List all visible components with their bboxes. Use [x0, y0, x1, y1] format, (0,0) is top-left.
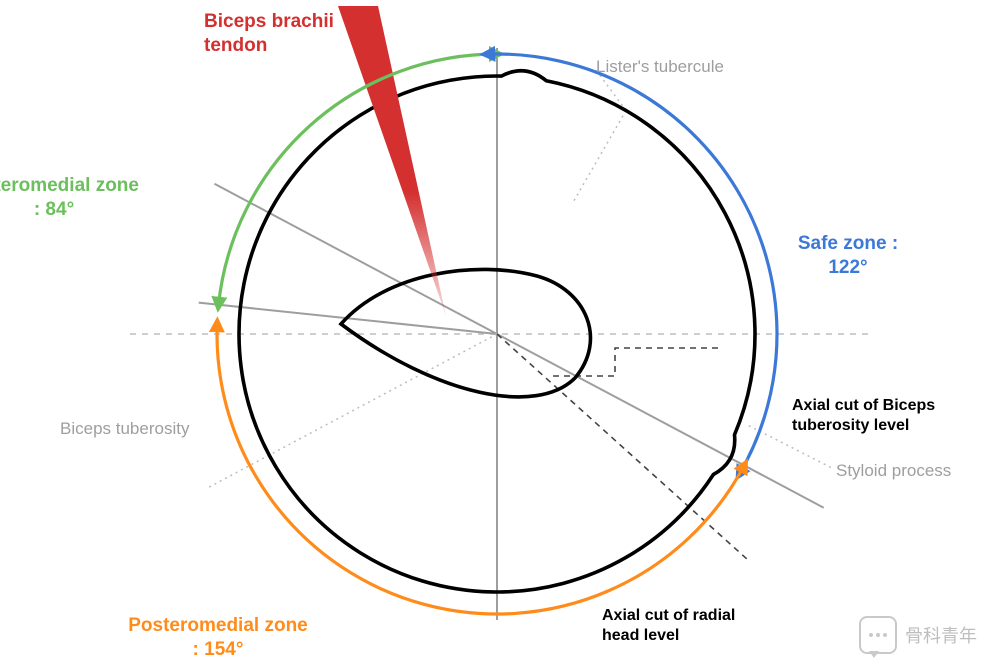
label-biceps-tuberosity: Biceps tuberosity: [60, 418, 189, 439]
watermark-icon: [859, 616, 897, 654]
label-anteromedial: Anteromedial zone : 84°: [0, 174, 174, 222]
watermark-text: 骨科青年: [905, 622, 977, 648]
label-axial-head: Axial cut of radial head level: [602, 606, 735, 646]
label-safe-zone: Safe zone : 122°: [728, 232, 968, 280]
watermark: 骨科青年: [859, 616, 977, 654]
label-lister: Lister's tubercule: [596, 56, 724, 77]
label-biceps-tendon: Biceps brachii tendon: [204, 10, 334, 58]
label-posteromedial: Posteromedial zone : 154°: [98, 614, 338, 662]
label-styloid: Styloid process: [836, 460, 951, 481]
label-axial-biceps: Axial cut of Biceps tuberosity level: [792, 396, 935, 436]
